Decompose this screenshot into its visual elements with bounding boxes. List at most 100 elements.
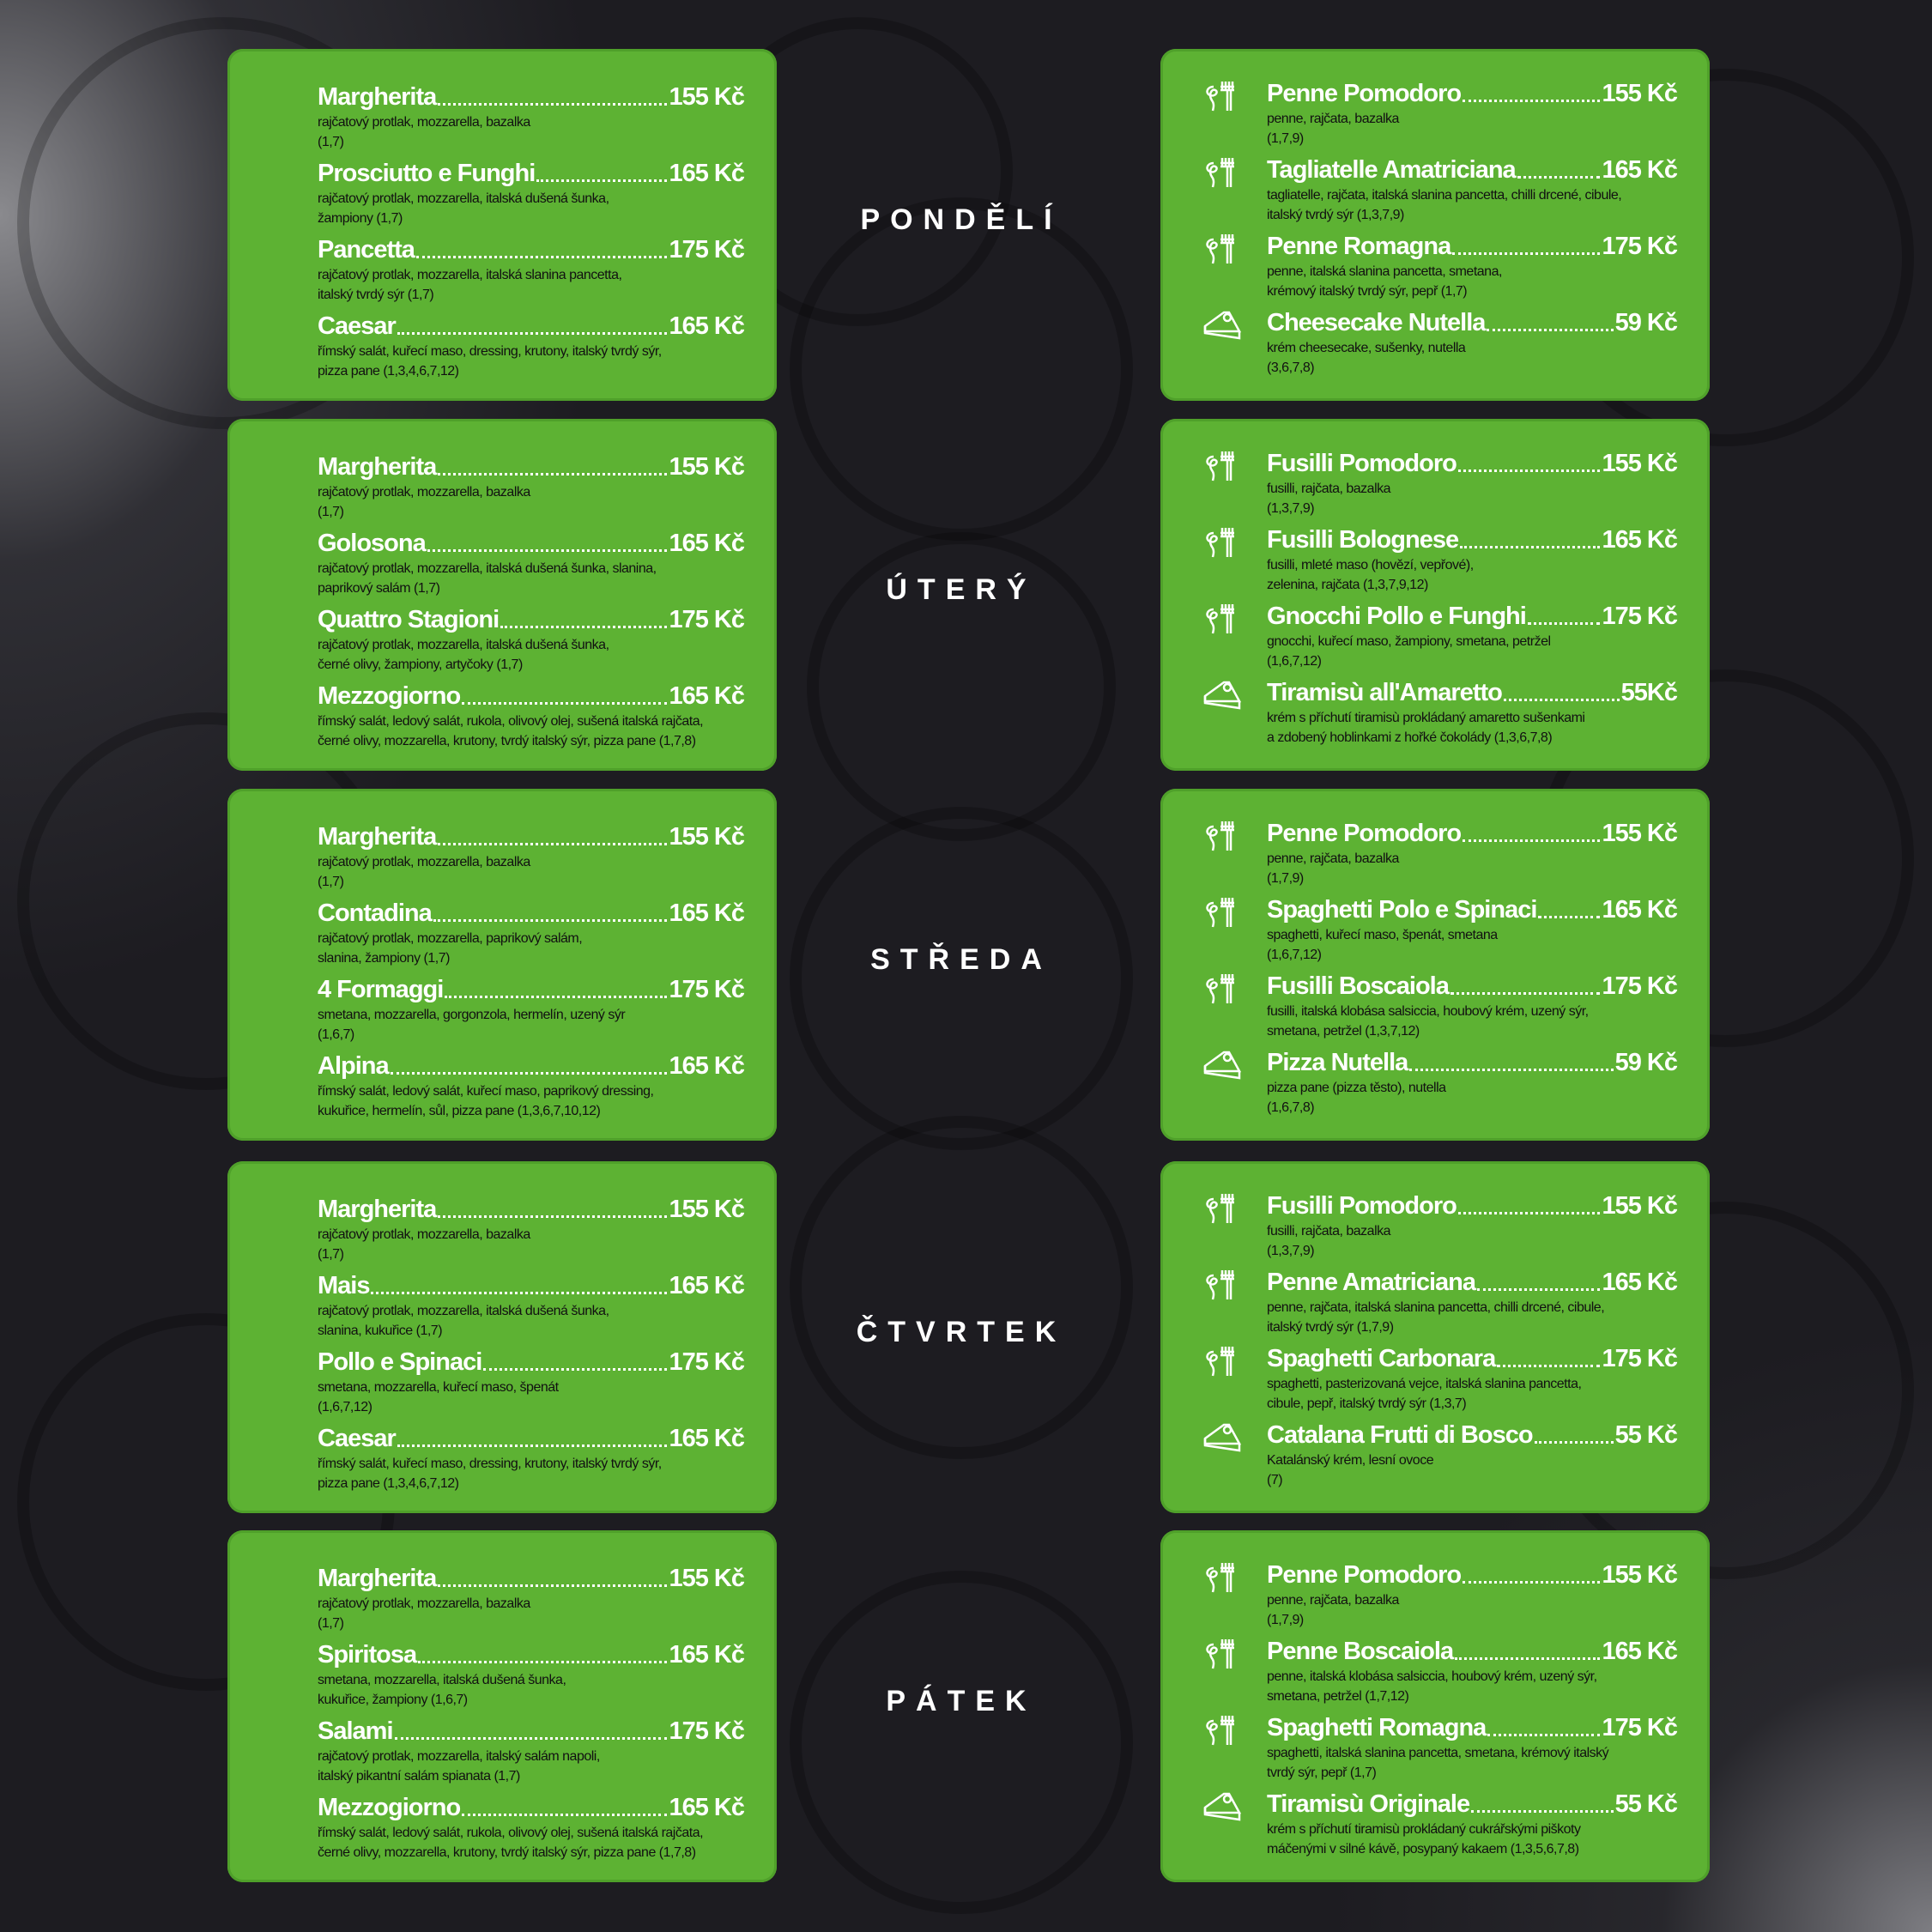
- item-description: rajčatový protlak, mozzarella, italský s…: [318, 1749, 600, 1784]
- dot-leader: [390, 1072, 668, 1075]
- item-description: rajčatový protlak, mozzarella, italská d…: [318, 1304, 609, 1338]
- item-name: Tagliatelle Amatriciana: [1267, 156, 1517, 184]
- item-price: 175 Kč: [1602, 603, 1678, 630]
- pasta-fork-icon: [1202, 1190, 1241, 1225]
- dot-leader: [462, 1814, 668, 1816]
- item-name: Margherita: [318, 1196, 437, 1223]
- item-description: tagliatelle, rajčata, italská slanina pa…: [1267, 188, 1622, 222]
- pasta-fork-icon: [1202, 1560, 1241, 1594]
- menu-item: Spaghetti Carbonara 175 Kč spaghetti, past…: [1206, 1345, 1678, 1421]
- item-price: 175 Kč: [1602, 233, 1678, 260]
- menu-item: Caesar 165 Kč římský salát, kuřecí maso, d…: [318, 1425, 745, 1501]
- dot-leader: [1538, 916, 1601, 918]
- item-description: rajčatový protlak, mozzarella, bazalka (…: [318, 1596, 530, 1631]
- cake-slice-icon: [1202, 677, 1242, 712]
- item-price: 175 Kč: [1602, 972, 1678, 1000]
- item-price: 155 Kč: [669, 823, 745, 851]
- dot-leader: [462, 702, 668, 705]
- item-name: Margherita: [318, 83, 437, 111]
- dot-leader: [1463, 1581, 1601, 1584]
- dot-leader: [536, 179, 668, 182]
- item-description: rajčatový protlak, mozzarella, bazalka (…: [318, 485, 530, 519]
- item-description: římský salát, ledový salát, kuřecí maso,…: [318, 1084, 654, 1118]
- item-price: 175 Kč: [1602, 1345, 1678, 1372]
- item-price: 175 Kč: [669, 236, 745, 263]
- item-name: Penne Pomodoro: [1267, 820, 1462, 847]
- item-price: 59 Kč: [1614, 309, 1678, 336]
- pasta-fork-icon: [1202, 1267, 1241, 1301]
- dot-leader: [427, 549, 668, 552]
- item-price: 55 Kč: [1614, 1421, 1678, 1449]
- pasta-card-0: Penne Pomodoro 155 Kč penne, rajčata, baza…: [1160, 49, 1710, 401]
- item-description: penne, rajčata, bazalka (1,7,9): [1267, 851, 1399, 886]
- item-price: 155 Kč: [1602, 1561, 1678, 1589]
- menu-item: Caesar 165 Kč římský salát, kuřecí maso, d…: [318, 312, 745, 389]
- item-description: rajčatový protlak, mozzarella, bazalka (…: [318, 1227, 530, 1262]
- item-description: spaghetti, kuřecí maso, špenát, smetana …: [1267, 928, 1498, 962]
- menu-item: Tagliatelle Amatriciana 165 Kč tagliatelle…: [1206, 156, 1678, 233]
- item-price: 155 Kč: [669, 1565, 745, 1592]
- item-description: rajčatový protlak, mozzarella, bazalka (…: [318, 115, 530, 149]
- item-name: Penne Pomodoro: [1267, 1561, 1462, 1589]
- menu-item: Spaghetti Romagna 175 Kč spaghetti, italsk…: [1206, 1714, 1678, 1790]
- menu-item: Tiramisù Originale 55 Kč krém s příchutí t…: [1203, 1790, 1678, 1867]
- pizza-outline-decoration: [790, 807, 1133, 1150]
- item-description: penne, rajčata, bazalka (1,7,9): [1267, 112, 1399, 146]
- item-price: 165 Kč: [1602, 156, 1678, 184]
- item-name: Margherita: [318, 823, 437, 851]
- menu-item: Contadina 165 Kč rajčatový protlak, mozzar…: [318, 899, 745, 976]
- item-name: Pancetta: [318, 236, 415, 263]
- pasta-card-2: Penne Pomodoro 155 Kč penne, rajčata, baza…: [1160, 789, 1710, 1141]
- menu-item: Pizza Nutella 59 Kč pizza pane (pizza těst…: [1203, 1049, 1678, 1125]
- cake-slice-icon: [1202, 307, 1242, 342]
- item-name: Fusilli Boscaiola: [1267, 972, 1450, 1000]
- dot-leader: [1527, 622, 1601, 625]
- menu-item: Margherita 155 Kč rajčatový protlak, mozza…: [318, 823, 745, 899]
- pasta-fork-icon: [1202, 601, 1241, 635]
- pasta-fork-icon: [1202, 78, 1241, 112]
- menu-item: Golosona 165 Kč rajčatový protlak, mozzare…: [318, 530, 745, 606]
- item-description: fusilli, rajčata, bazalka (1,3,7,9): [1267, 481, 1391, 516]
- menu-item: Prosciutto e Funghi 165 Kč rajčatový protl…: [318, 160, 745, 236]
- day-label: PONDĚLÍ: [860, 203, 1063, 236]
- menu-item: Penne Amatriciana 165 Kč penne, rajčata, i…: [1206, 1269, 1678, 1345]
- item-description: římský salát, ledový salát, rukola, oliv…: [318, 714, 704, 748]
- item-description: rajčatový protlak, mozzarella, italská d…: [318, 638, 609, 672]
- menu-item: Mezzogiorno 165 Kč římský salát, ledový sa…: [318, 1794, 745, 1870]
- dot-leader: [1452, 252, 1601, 255]
- item-price: 165 Kč: [669, 1052, 745, 1080]
- item-price: 155 Kč: [1602, 450, 1678, 477]
- menu-item: Penne Romagna 175 Kč penne, italská slanin…: [1206, 233, 1678, 309]
- dot-leader: [1517, 176, 1601, 179]
- item-description: krém s příchutí tiramisù prokládaný cukr…: [1267, 1822, 1581, 1856]
- dot-leader: [371, 1292, 668, 1294]
- dot-leader: [1471, 1810, 1614, 1813]
- day-label: PÁTEK: [886, 1685, 1037, 1717]
- item-name: Tiramisù all'Amaretto: [1267, 679, 1503, 706]
- item-name: Spaghetti Carbonara: [1267, 1345, 1496, 1372]
- item-description: Katalánský krém, lesní ovoce (7): [1267, 1453, 1434, 1487]
- item-description: penne, italská slanina pancetta, smetana…: [1267, 264, 1502, 299]
- item-price: 175 Kč: [669, 1717, 745, 1745]
- item-name: Alpina: [318, 1052, 390, 1080]
- item-description: rajčatový protlak, mozzarella, bazalka (…: [318, 855, 530, 889]
- dot-leader: [1534, 1441, 1614, 1444]
- menu-item: Mais 165 Kč rajčatový protlak, mozzarella,…: [318, 1272, 745, 1348]
- item-price: 165 Kč: [669, 682, 745, 710]
- item-price: 165 Kč: [1602, 896, 1678, 924]
- dot-leader: [1455, 1657, 1601, 1660]
- menu-item: Penne Pomodoro 155 Kč penne, rajčata, baza…: [1206, 80, 1678, 156]
- menu-item: Pancetta 175 Kč rajčatový protlak, mozzare…: [318, 236, 745, 312]
- item-name: Caesar: [318, 312, 397, 340]
- dot-leader: [1460, 546, 1601, 548]
- menu-item: Penne Boscaiola 165 Kč penne, italská klob…: [1206, 1638, 1678, 1714]
- pizza-outline-decoration: [790, 1571, 1133, 1914]
- menu-item: Margherita 155 Kč rajčatový protlak, mozza…: [318, 1565, 745, 1641]
- item-name: Salami: [318, 1717, 393, 1745]
- item-price: 165 Kč: [1602, 1638, 1678, 1665]
- item-description: penne, rajčata, italská slanina pancetta…: [1267, 1300, 1605, 1335]
- item-price: 165 Kč: [1602, 526, 1678, 554]
- pasta-fork-icon: [1202, 524, 1241, 559]
- item-price: 59 Kč: [1614, 1049, 1678, 1076]
- menu-item: Fusilli Boscaiola 175 Kč fusilli, italská …: [1206, 972, 1678, 1049]
